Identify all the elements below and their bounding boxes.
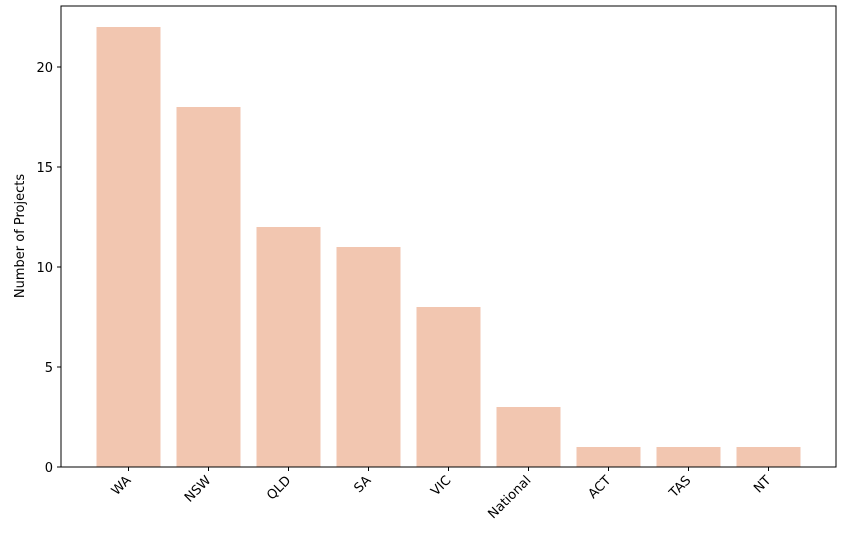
y-tick-label: 10 [36,261,53,276]
x-tick-label: WA [109,473,135,499]
y-tick-label: 20 [36,61,53,76]
bar [96,27,161,467]
x-tick-label: TAS [666,473,694,501]
bar [416,307,481,467]
x-tick-label: VIC [428,473,454,499]
plot-frame [60,5,837,468]
bar [656,447,721,467]
x-tick-label: National [485,473,534,522]
x-tick-label: QLD [264,473,294,503]
y-tick-label: 0 [45,461,53,476]
bar [336,247,401,467]
y-axis-label: Number of Projects [13,174,28,298]
x-tick-label: NT [751,473,774,496]
bar [256,227,321,467]
bar [576,447,641,467]
bar [496,407,561,467]
x-tick-label: ACT [586,473,615,502]
x-tick-label: NSW [182,473,215,506]
bar [736,447,801,467]
y-tick-label: 5 [45,361,53,376]
bar [176,107,241,467]
x-tick-label: SA [351,473,374,496]
y-tick-label: 15 [36,161,53,176]
